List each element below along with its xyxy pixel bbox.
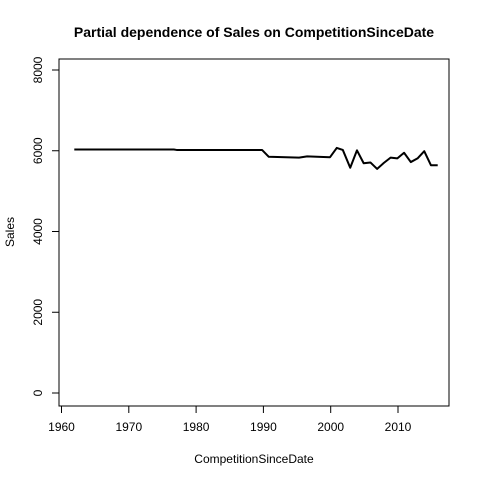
x-tick-label-1960: 1960	[48, 420, 75, 434]
y-tick-label-4000: 4000	[31, 218, 45, 245]
x-tick-label-1980: 1980	[183, 420, 210, 434]
x-axis: 1960 1970 1980 1990 2000 2010	[48, 405, 412, 434]
x-tick-label-1990: 1990	[250, 420, 277, 434]
y-axis: 0 2000 4000 6000 8000	[31, 56, 60, 396]
y-tick-label-6000: 6000	[31, 137, 45, 164]
y-tick-label-8000: 8000	[31, 56, 45, 83]
series-line-0	[74, 146, 438, 170]
x-tick-label-2000: 2000	[317, 420, 344, 434]
x-axis-label: CompetitionSinceDate	[194, 452, 314, 466]
series-layer	[74, 146, 438, 170]
x-tick-label-1970: 1970	[115, 420, 142, 434]
chart-title: Partial dependence of Sales on Competiti…	[74, 24, 434, 40]
y-tick-label-0: 0	[31, 389, 45, 396]
y-axis-label: Sales	[3, 217, 17, 247]
x-tick-label-2010: 2010	[385, 420, 412, 434]
y-tick-label-2000: 2000	[31, 299, 45, 326]
